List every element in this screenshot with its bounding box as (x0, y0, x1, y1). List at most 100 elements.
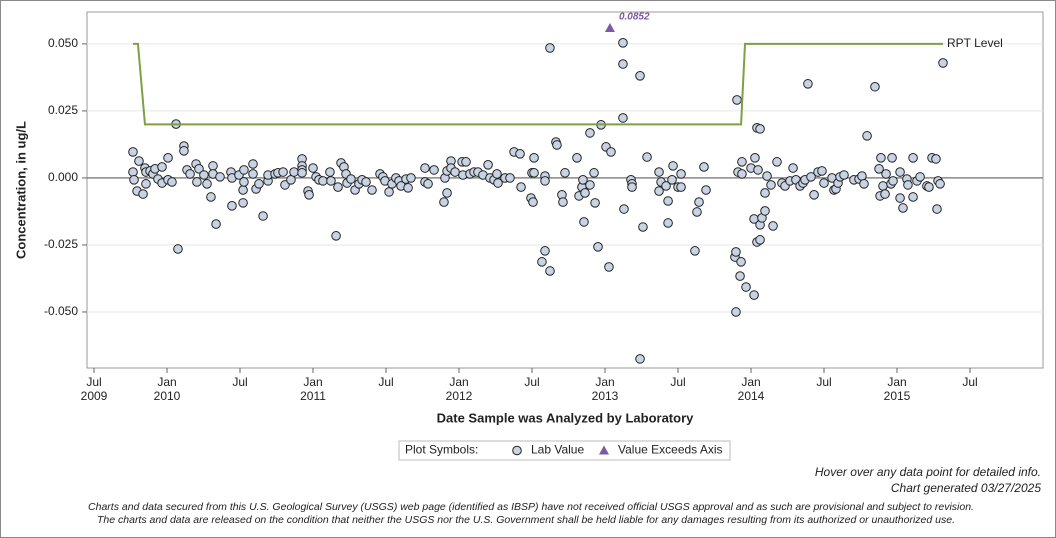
data-point (903, 180, 913, 190)
data-point (895, 167, 905, 177)
data-point (248, 169, 258, 179)
data-point (663, 218, 673, 228)
data-point (859, 179, 869, 189)
data-point (661, 181, 671, 191)
data-point (540, 246, 550, 256)
data-point (540, 176, 550, 186)
data-point (167, 177, 177, 187)
x-tick-label: Jul (86, 375, 101, 389)
data-point (732, 95, 742, 105)
data-point (817, 166, 827, 176)
data-point (529, 168, 539, 178)
exceeds-marker (604, 23, 615, 32)
x-tick-label: Jan (303, 375, 322, 389)
data-point (862, 131, 872, 141)
data-point (878, 181, 888, 191)
data-point (768, 221, 778, 231)
data-point (809, 190, 819, 200)
data-point (736, 257, 746, 267)
data-point (654, 186, 664, 196)
data-point (254, 179, 264, 189)
legend-title: Plot Symbols: (405, 443, 478, 457)
plot-area (86, 11, 1044, 369)
y-axis-label: Concentration, in ug/L (13, 121, 28, 259)
data-point (755, 235, 765, 245)
data-point (129, 175, 139, 185)
y-tick-label: 0.025 (48, 103, 78, 117)
x-tick-label: Jan (449, 375, 468, 389)
data-point (737, 169, 747, 179)
data-point (888, 176, 898, 186)
x-tick-year: 2015 (884, 389, 911, 403)
data-point (762, 171, 772, 181)
data-point (668, 161, 678, 171)
data-point (304, 190, 314, 200)
y-tick-label: 0.050 (48, 36, 78, 50)
data-point (346, 174, 356, 184)
data-point (442, 188, 452, 198)
data-point (239, 177, 249, 187)
data-point (278, 167, 288, 177)
data-point (384, 187, 394, 197)
data-point (635, 71, 645, 81)
data-point (857, 171, 867, 181)
data-point (627, 182, 637, 192)
data-point (560, 168, 570, 178)
data-point (766, 180, 776, 190)
data-point (450, 167, 460, 177)
data-point (420, 163, 430, 173)
data-point (924, 182, 934, 192)
data-point (753, 165, 763, 175)
data-point (439, 197, 449, 207)
data-point (931, 154, 941, 164)
data-point (289, 167, 299, 177)
data-point (128, 167, 138, 177)
data-point (895, 193, 905, 203)
data-point (803, 79, 813, 89)
data-point (737, 157, 747, 167)
x-tick-label: Jul (670, 375, 685, 389)
x-tick-year: 2009 (81, 389, 108, 403)
data-point (163, 153, 173, 163)
data-point (406, 173, 416, 183)
data-point (618, 38, 628, 48)
data-point (483, 160, 493, 170)
data-point (887, 153, 897, 163)
data-point (333, 182, 343, 192)
data-point (505, 173, 515, 183)
data-point (749, 290, 759, 300)
data-point (558, 197, 568, 207)
data-point (326, 176, 336, 186)
data-point (157, 162, 167, 172)
data-point (741, 282, 751, 292)
data-point (589, 168, 599, 178)
x-tick-year: 2014 (738, 389, 765, 403)
data-point (516, 182, 526, 192)
data-point (750, 153, 760, 163)
note: Hover over any data point for detailed i… (815, 465, 1041, 479)
data-point (297, 168, 307, 178)
legend (398, 440, 731, 461)
data-point (654, 167, 664, 177)
data-point (461, 157, 471, 167)
data-point (619, 204, 629, 214)
data-point (760, 188, 770, 198)
data-point (192, 177, 202, 187)
data-point (280, 180, 290, 190)
data-point (215, 172, 225, 182)
data-point (701, 185, 711, 195)
x-tick-year: 2010 (154, 389, 181, 403)
data-point (731, 247, 741, 257)
data-point (880, 189, 890, 199)
data-point (579, 217, 589, 227)
data-point (367, 185, 377, 195)
data-point (493, 178, 503, 188)
y-tick-label: -0.025 (44, 237, 78, 251)
data-point (580, 188, 590, 198)
data-point (227, 201, 237, 211)
x-tick-label: Jul (816, 375, 831, 389)
data-point (528, 197, 538, 207)
data-point (318, 176, 328, 186)
data-point (211, 219, 221, 229)
